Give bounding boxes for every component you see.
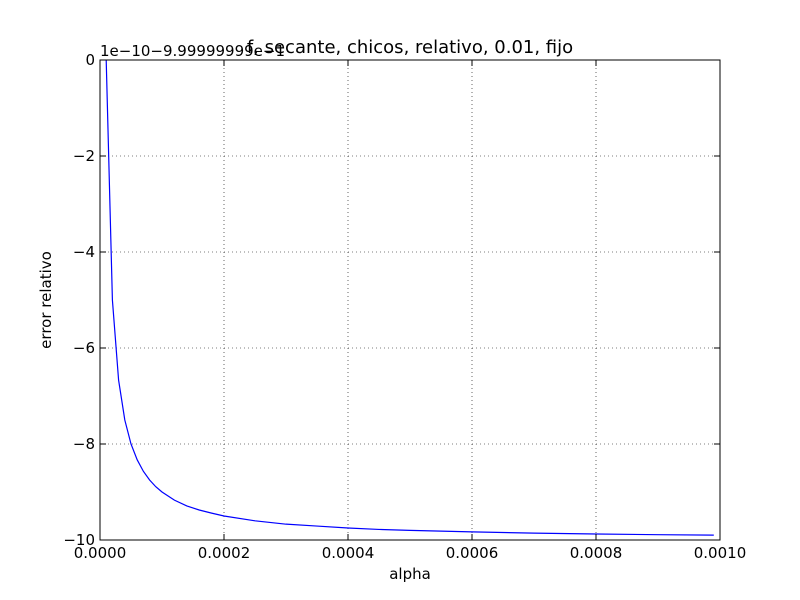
x-tick-label: 0.0002 (198, 544, 251, 562)
y-tick-label: −2 (73, 147, 95, 165)
x-tick-label: 0.0004 (322, 544, 375, 562)
x-tick-label: 0.0010 (694, 544, 747, 562)
y-tick-label: −6 (73, 339, 95, 357)
y-tick-label: −8 (73, 435, 95, 453)
y-tick-label: 0 (85, 51, 95, 69)
x-tick-label: 0.0008 (570, 544, 623, 562)
series-line (105, 59, 714, 536)
y-axis-label: error relativo (37, 251, 55, 349)
plot-area-frame (99, 59, 721, 541)
x-axis-label: alpha (389, 565, 431, 583)
chart-title: f, secante, chicos, relativo, 0.01, fijo (247, 37, 573, 58)
x-tick-label: 0.0000 (74, 544, 127, 562)
y-tick-label: −4 (73, 243, 95, 261)
y-tick-label: −10 (63, 531, 95, 549)
y-axis-offset-text: 1e−10−9.99999999e−1 (100, 42, 285, 60)
series-layer (105, 59, 714, 536)
x-tick-label: 0.0006 (446, 544, 499, 562)
axis-ticks: 0.0000 0.0002 0.0004 0.0006 0.0008 0.0010 0 −2 −… (63, 51, 746, 562)
